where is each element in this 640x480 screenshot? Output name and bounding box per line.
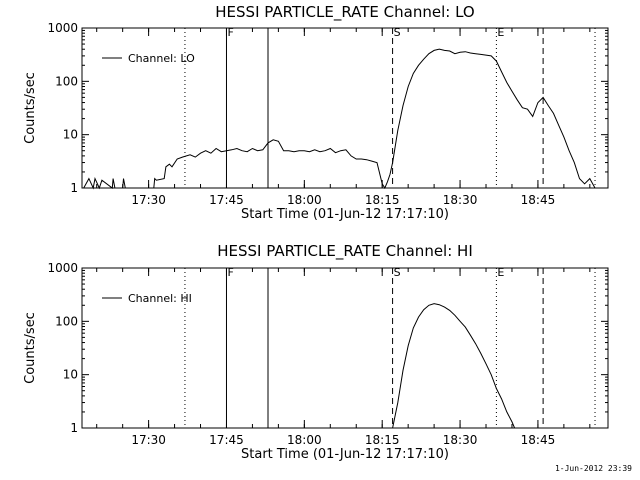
chart1-x-tick-label: 18:45 xyxy=(521,193,556,207)
chart2-event-marker-label: S xyxy=(394,266,401,279)
chart1-x-tick-label: 17:45 xyxy=(209,193,244,207)
chart2-y-tick-label: 100 xyxy=(55,314,78,328)
chart2-x-tick-label: 18:30 xyxy=(443,433,478,447)
chart1-title: HESSI PARTICLE_RATE Channel: LO xyxy=(215,3,474,22)
chart2-legend-label: Channel: HI xyxy=(128,292,192,305)
timestamp-label: 1-Jun-2012 23:39 xyxy=(554,464,632,473)
chart2-y-tick-label: 1000 xyxy=(47,261,78,275)
chart1-y-tick-label: 1000 xyxy=(47,21,78,35)
chart2-x-tick-label: 17:30 xyxy=(131,433,166,447)
chart2-x-axis-label: Start Time (01-Jun-12 17:17:10) xyxy=(241,447,449,462)
chart2-plot-frame xyxy=(81,267,609,429)
chart1-x-axis-label: Start Time (01-Jun-12 17:17:10) xyxy=(241,207,449,222)
chart2-title: HESSI PARTICLE_RATE Channel: HI xyxy=(217,242,473,261)
chart1-y-axis-label: Counts/sec xyxy=(23,72,38,144)
chart1-series-1-line xyxy=(83,48,601,190)
chart2-x-tick-label: 18:15 xyxy=(365,433,400,447)
chart2-event-marker-label: F xyxy=(227,266,233,279)
chart1-event-marker-label: S xyxy=(394,26,401,39)
chart1-event-marker-label: E xyxy=(497,26,504,39)
chart1-event-marker-label: F xyxy=(227,26,233,39)
chart2-x-tick-label: 17:45 xyxy=(209,433,244,447)
chart1-y-tick-label: 1 xyxy=(70,181,78,195)
chart1-plot-frame xyxy=(81,27,609,189)
chart2-y-axis-label: Counts/sec xyxy=(23,312,38,384)
chart1-x-tick-label: 18:00 xyxy=(287,193,322,207)
chart2-series-1-line xyxy=(392,303,516,429)
chart2-y-tick-label: 1 xyxy=(70,421,78,435)
chart1-x-tick-label: 17:30 xyxy=(131,193,166,207)
chart1-x-tick-label: 18:30 xyxy=(443,193,478,207)
chart1-y-tick-label: 10 xyxy=(63,128,78,142)
chart1-y-tick-label: 100 xyxy=(55,74,78,88)
chart2-event-marker-label: E xyxy=(497,266,504,279)
chart2-x-tick-label: 18:00 xyxy=(287,433,322,447)
chart1-x-tick-label: 18:15 xyxy=(365,193,400,207)
chart2-x-tick-label: 18:45 xyxy=(521,433,556,447)
chart1-legend-label: Channel: LO xyxy=(128,52,195,65)
chart2-y-tick-label: 10 xyxy=(63,368,78,382)
